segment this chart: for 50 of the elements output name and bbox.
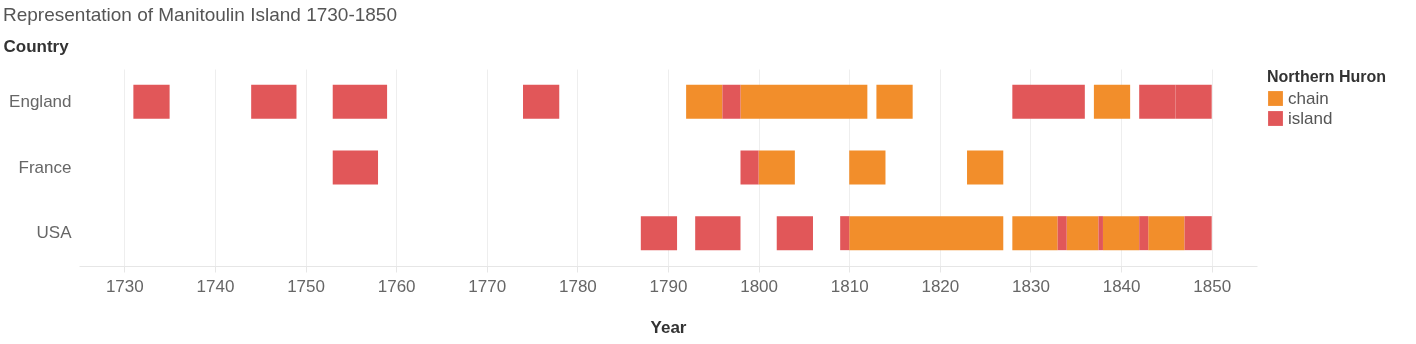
bar bbox=[640, 216, 678, 251]
x-tick-label: 1760 bbox=[377, 276, 416, 296]
bar bbox=[776, 216, 813, 251]
bar bbox=[758, 150, 795, 185]
x-tick-label: 1750 bbox=[287, 276, 325, 296]
bar bbox=[1012, 216, 1058, 251]
x-tick-label: 1790 bbox=[649, 276, 688, 296]
bar bbox=[332, 84, 388, 119]
bar bbox=[849, 150, 886, 185]
bar bbox=[849, 216, 1004, 251]
y-axis-title: Country bbox=[3, 36, 70, 56]
bar bbox=[1148, 216, 1185, 251]
y-tick-label: England bbox=[9, 91, 72, 111]
bar bbox=[967, 150, 1004, 185]
bar bbox=[1093, 84, 1131, 119]
bar bbox=[695, 216, 741, 251]
x-tick-label: 1800 bbox=[740, 276, 779, 296]
bar bbox=[1102, 216, 1140, 251]
bar bbox=[332, 150, 379, 185]
bar bbox=[876, 84, 913, 119]
x-tick-label: 1810 bbox=[830, 276, 869, 296]
x-tick-label: 1780 bbox=[558, 276, 597, 296]
legend-label: chain bbox=[1288, 88, 1329, 108]
bar bbox=[1012, 84, 1085, 119]
x-tick-label: 1850 bbox=[1193, 276, 1232, 296]
y-tick-label: USA bbox=[36, 223, 73, 243]
x-tick-label: 1840 bbox=[1102, 276, 1141, 296]
chart-title: Representation of Manitoulin Island 1730-1850 bbox=[3, 4, 397, 25]
x-axis-title: Year bbox=[650, 317, 687, 337]
bar bbox=[686, 84, 723, 119]
bar bbox=[740, 84, 868, 119]
x-tick-label: 1740 bbox=[196, 276, 235, 296]
bar bbox=[133, 84, 170, 119]
legend-title: Northern Huron bbox=[1267, 68, 1387, 85]
x-tick-label: 1730 bbox=[105, 276, 144, 296]
x-tick-label: 1770 bbox=[468, 276, 507, 296]
bar bbox=[523, 84, 560, 119]
bar bbox=[740, 150, 759, 185]
bar bbox=[1139, 216, 1149, 251]
bar bbox=[251, 84, 297, 119]
bar bbox=[1057, 216, 1067, 251]
bar bbox=[840, 216, 850, 251]
y-tick-label: France bbox=[18, 157, 72, 177]
bar bbox=[1098, 216, 1103, 251]
bar bbox=[722, 84, 741, 119]
x-tick-label: 1820 bbox=[921, 276, 960, 296]
bar bbox=[1066, 216, 1099, 251]
x-tick-label: 1830 bbox=[1012, 276, 1050, 296]
legend-label: island bbox=[1288, 108, 1333, 128]
bar bbox=[1184, 216, 1212, 251]
